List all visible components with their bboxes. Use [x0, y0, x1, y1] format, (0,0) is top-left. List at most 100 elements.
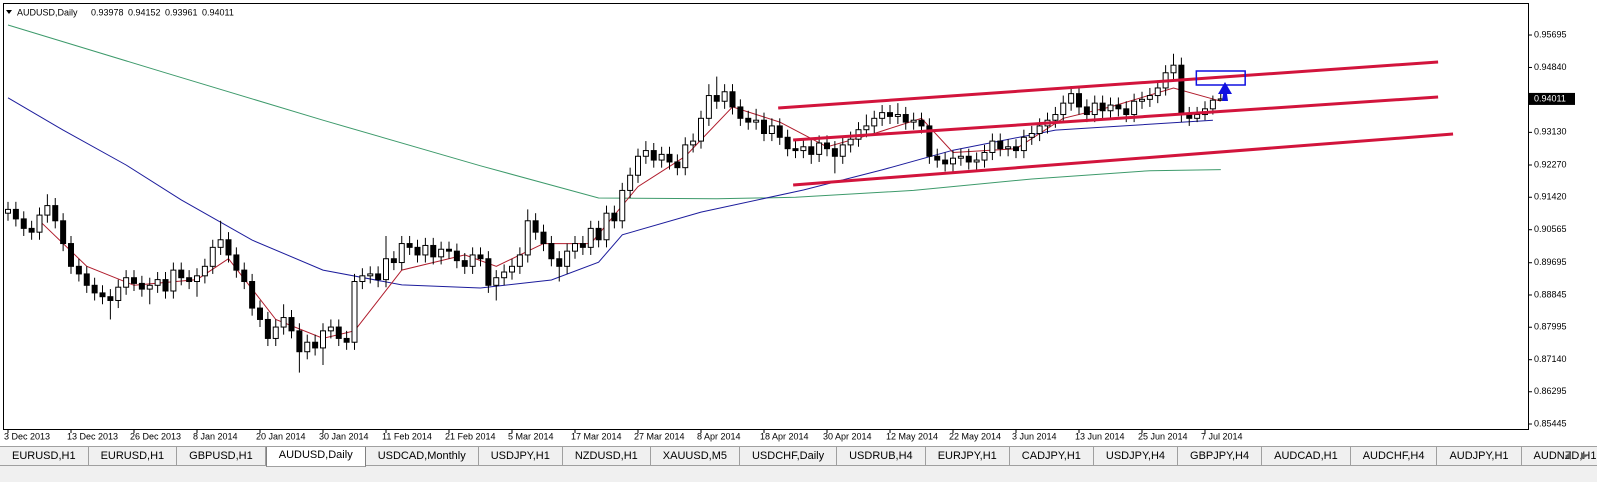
candle-body: [532, 220, 539, 233]
plot-frame: [3, 3, 1529, 430]
tab[interactable]: AUDCHF,H4: [1350, 447, 1438, 466]
candle-body: [320, 330, 326, 349]
candle-body: [666, 153, 673, 163]
candle-body: [241, 269, 248, 283]
candle-body: [635, 155, 641, 176]
candle-body: [556, 258, 563, 267]
tab[interactable]: GBPUSD,H1: [177, 447, 266, 466]
candle-body: [201, 265, 208, 277]
candle-body: [422, 244, 429, 256]
candle-body: [816, 142, 823, 155]
tab[interactable]: USDCHF,Daily: [739, 447, 838, 466]
candle-body: [477, 254, 484, 260]
tab[interactable]: AUDCAD,H1: [1262, 447, 1351, 466]
candle-body: [887, 112, 893, 117]
tab[interactable]: USDJPY,H4: [1093, 447, 1179, 466]
candle-body: [918, 119, 925, 127]
ohlc-close: 0.94011: [202, 7, 234, 17]
candle-body: [1178, 64, 1185, 116]
candle-body: [1005, 146, 1012, 150]
tab[interactable]: AUDJPY,H1: [1437, 447, 1522, 466]
symbol-label: AUDUSD,Daily: [17, 7, 78, 17]
candle-body: [792, 148, 799, 152]
y-tick-label: 0.94840: [1534, 62, 1567, 72]
candle-body: [642, 150, 649, 157]
candle-body: [1194, 114, 1201, 119]
candle-body: [461, 260, 468, 267]
candle-body: [430, 244, 437, 258]
candle-body: [343, 337, 350, 343]
candle-body: [1076, 93, 1082, 108]
tab[interactable]: EURJPY,H1: [925, 447, 1010, 466]
y-tick-label: 0.87140: [1534, 354, 1567, 364]
tab[interactable]: USDJPY,H1: [478, 447, 563, 466]
candle-body: [713, 95, 720, 102]
candle-body: [154, 279, 161, 286]
tab[interactable]: USDCAD,Monthly: [365, 447, 479, 466]
x-tick-label: 3 Dec 2013: [4, 431, 50, 441]
x-tick-label: 11 Feb 2014: [382, 431, 432, 441]
scroll-left[interactable]: [1565, 452, 1571, 460]
candle-body: [501, 271, 508, 279]
candle-body: [12, 208, 19, 220]
scroll-right[interactable]: [1581, 452, 1587, 460]
candle-body: [509, 265, 515, 273]
candle-body: [627, 174, 634, 191]
candle-body: [745, 117, 752, 123]
candle-body: [1013, 146, 1019, 152]
candle-body: [28, 227, 35, 233]
candle-body: [989, 140, 996, 153]
tab[interactable]: AUDUSD,Daily: [265, 447, 366, 467]
candle-body: [761, 119, 767, 135]
candle-body: [1099, 102, 1106, 112]
y-tick-label: 0.87995: [1534, 322, 1567, 332]
candle-body: [658, 153, 665, 161]
tab[interactable]: USDRUB,H4: [837, 447, 926, 466]
tab[interactable]: XAUUSD,M5: [650, 447, 740, 466]
candle-body: [587, 227, 594, 248]
candle-body: [1068, 93, 1075, 104]
candle-body: [1028, 133, 1035, 138]
candle-body: [847, 138, 854, 146]
candle-body: [768, 125, 775, 135]
tab-scroll[interactable]: [1561, 450, 1591, 462]
candle-body: [233, 254, 240, 271]
candle-body: [1123, 108, 1130, 116]
candle-body: [178, 269, 185, 279]
x-tick-label: 25 Jun 2014: [1138, 431, 1188, 441]
candle-body: [973, 159, 980, 163]
candle-body: [1115, 104, 1122, 110]
candle-body: [186, 277, 193, 283]
candle-body: [1170, 64, 1177, 74]
trendline: [778, 60, 1439, 110]
x-tick-label: 13 Jun 2014: [1075, 431, 1125, 441]
menu-triangle[interactable]: [6, 10, 12, 14]
trendline: [793, 95, 1439, 142]
current-price-label: 0.94011: [1534, 93, 1566, 103]
ohlc-open: 0.93978: [91, 7, 124, 17]
candle-body: [690, 140, 697, 146]
tab[interactable]: EURUSD,H1: [88, 447, 178, 466]
candle-body: [1036, 125, 1043, 135]
candle-body: [981, 151, 988, 161]
candle-body: [390, 258, 397, 264]
x-tick-label: 12 May 2014: [886, 431, 938, 441]
candle-body: [776, 125, 783, 138]
tab-bar: EURUSD,H1 EURUSD,H1 GBPUSD,H1 AUDUSD,Daily U…: [0, 446, 1597, 482]
candle-body: [264, 318, 271, 339]
candle-body: [138, 282, 145, 290]
tab[interactable]: GBPJPY,H4: [1178, 447, 1263, 466]
candle-body: [312, 341, 319, 349]
tab[interactable]: EURUSD,H1: [0, 447, 89, 466]
y-tick-label: 0.88845: [1534, 289, 1567, 299]
tab[interactable]: CADJPY,H1: [1009, 447, 1094, 466]
candle-body: [257, 307, 263, 320]
tab[interactable]: NZDUSD,H1: [562, 447, 651, 466]
candle-body: [383, 258, 389, 281]
candle-body: [367, 273, 374, 277]
candle-body: [44, 205, 51, 216]
candle-body: [784, 136, 791, 150]
candle-body: [194, 275, 200, 283]
marks: 0.95695 0.94840 0.93130 0.92270 0.91420 0.905…: [4, 24, 1575, 441]
candle-body: [83, 273, 90, 286]
